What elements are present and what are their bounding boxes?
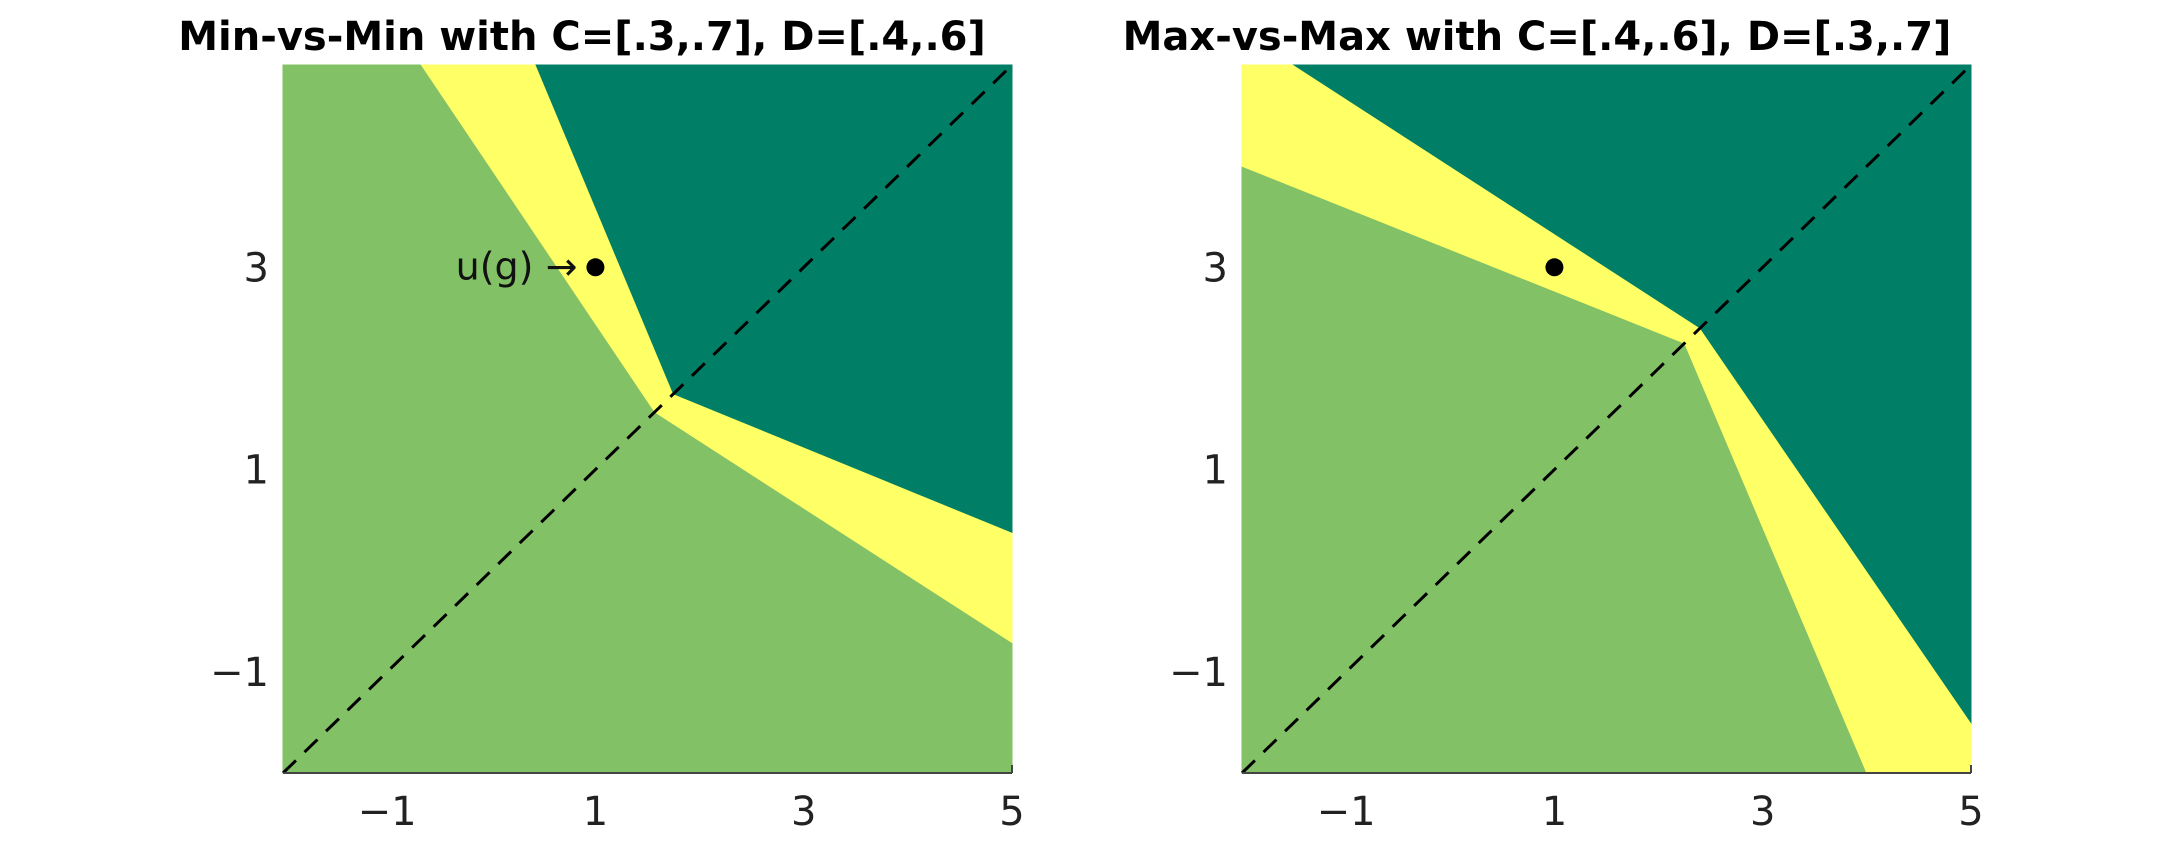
left-plot-title: Min-vs-Min with C=[.3,.7], D=[.4,.6] xyxy=(178,14,986,60)
left-y-tick-label: 1 xyxy=(244,448,269,494)
left-y-tick-label: −1 xyxy=(210,650,269,696)
right-x-tick-label: −1 xyxy=(1317,789,1376,835)
left-x-tick-label: 3 xyxy=(791,789,816,835)
right-plot-area: −1 1 3 5 −1 1 3 xyxy=(1169,63,1984,835)
right-x-tick-label: 3 xyxy=(1750,789,1775,835)
right-y-tick-label: 3 xyxy=(1203,245,1228,291)
right-x-tick-label: 1 xyxy=(1542,789,1567,835)
right-plot-panel: Max-vs-Max with C=[.4,.6], D=[.3,.7] −1 1… xyxy=(1123,14,1984,835)
left-x-tick-label: 5 xyxy=(999,789,1024,835)
right-data-point xyxy=(1545,258,1564,277)
left-plot-area: u(g) → −1 1 3 5 −1 1 3 xyxy=(210,63,1025,835)
left-data-point xyxy=(586,258,605,277)
right-y-tick-label: 1 xyxy=(1203,448,1228,494)
right-plot-title: Max-vs-Max with C=[.4,.6], D=[.3,.7] xyxy=(1123,14,1952,60)
left-y-tick-label: 3 xyxy=(244,245,269,291)
left-x-tick-label: 1 xyxy=(583,789,608,835)
right-diagonal-line xyxy=(1240,63,1973,775)
right-y-tick-label: −1 xyxy=(1169,650,1228,696)
right-x-tick-label: 5 xyxy=(1958,789,1983,835)
left-x-tick-label: −1 xyxy=(358,789,417,835)
left-plot-panel: Min-vs-Min with C=[.3,.7], D=[.4,.6] u(g… xyxy=(178,14,1024,835)
left-point-label: u(g) → xyxy=(456,244,578,288)
left-diagonal-line xyxy=(281,63,1014,775)
